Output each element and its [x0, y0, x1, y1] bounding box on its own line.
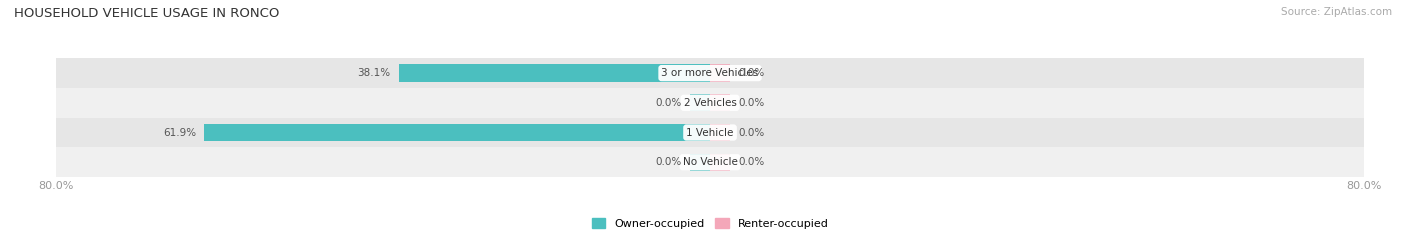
Bar [399, 65, 710, 82]
Text: 2 Vehicles: 2 Vehicles [683, 98, 737, 108]
Bar [56, 147, 1364, 177]
Bar [710, 65, 731, 82]
Text: 0.0%: 0.0% [655, 157, 682, 167]
Text: HOUSEHOLD VEHICLE USAGE IN RONCO: HOUSEHOLD VEHICLE USAGE IN RONCO [14, 7, 280, 20]
Text: 61.9%: 61.9% [163, 127, 195, 137]
Legend: Owner-occupied, Renter-occupied: Owner-occupied, Renter-occupied [588, 214, 832, 233]
Text: 0.0%: 0.0% [738, 98, 765, 108]
Text: 0.0%: 0.0% [738, 157, 765, 167]
Bar [710, 94, 731, 111]
Bar [56, 118, 1364, 147]
Bar [689, 154, 710, 171]
Text: 0.0%: 0.0% [738, 68, 765, 78]
Text: 3 or more Vehicles: 3 or more Vehicles [661, 68, 759, 78]
Bar [710, 154, 731, 171]
Bar [689, 94, 710, 111]
Bar [710, 124, 731, 141]
Text: 1 Vehicle: 1 Vehicle [686, 127, 734, 137]
Bar [204, 124, 710, 141]
Text: Source: ZipAtlas.com: Source: ZipAtlas.com [1281, 7, 1392, 17]
Text: 38.1%: 38.1% [357, 68, 391, 78]
Text: 0.0%: 0.0% [655, 98, 682, 108]
Bar [56, 88, 1364, 118]
Bar [56, 58, 1364, 88]
Text: No Vehicle: No Vehicle [682, 157, 738, 167]
Text: 0.0%: 0.0% [738, 127, 765, 137]
